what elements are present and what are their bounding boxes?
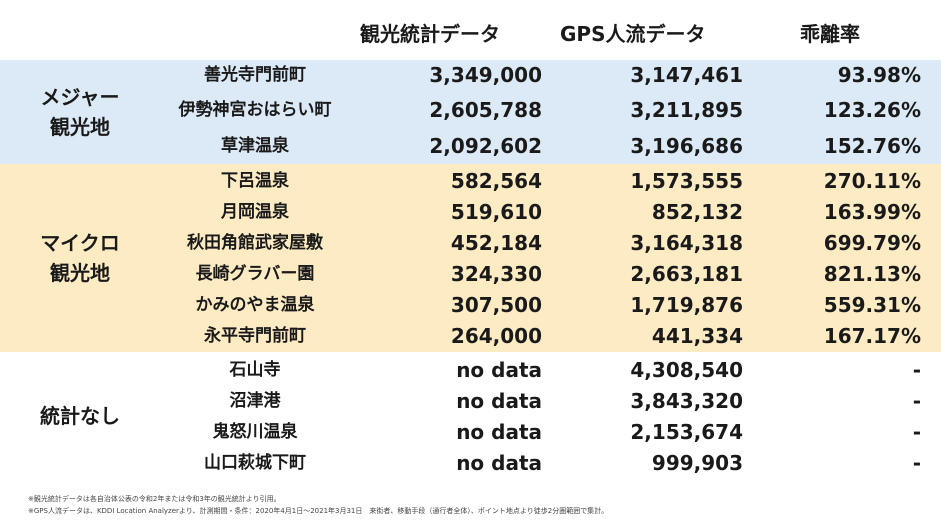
group-label-line: 統計なし	[40, 404, 120, 428]
micro-group-band	[0, 164, 941, 352]
cell-gps: 852,132	[651, 200, 743, 224]
header-gps: GPS人流データ	[560, 22, 706, 46]
cell-gps: 1,719,876	[630, 293, 743, 317]
cell-rate: 123.26%	[823, 98, 921, 122]
cell-stat: no data	[456, 451, 542, 475]
group-label-major: メジャー 観光地	[0, 82, 160, 142]
cell-rate: -	[912, 389, 921, 413]
major-group-band	[0, 60, 941, 164]
cell-gps: 3,843,320	[630, 389, 743, 413]
cell-name: 永平寺門前町	[204, 326, 306, 346]
table-row: かみのやま温泉 307,500 1,719,876 559.31%	[0, 290, 941, 321]
cell-rate: -	[912, 451, 921, 475]
cell-name: 下呂温泉	[221, 171, 289, 191]
group-label-micro: マイクロ 観光地	[0, 228, 160, 288]
table-row: 月岡温泉 519,610 852,132 163.99%	[0, 197, 941, 228]
cell-rate: 559.31%	[823, 293, 921, 317]
cell-rate: 152.76%	[823, 134, 921, 158]
cell-name: かみのやま温泉	[195, 295, 315, 315]
cell-gps: 2,153,674	[630, 420, 743, 444]
cell-gps: 3,196,686	[630, 134, 743, 158]
header-stat: 観光統計データ	[360, 22, 500, 46]
table-row: 永平寺門前町 264,000 441,334 167.17%	[0, 321, 941, 352]
table-row: 石山寺 no data 4,308,540 -	[0, 355, 941, 386]
group-label-none: 統計なし	[0, 401, 160, 431]
table-row: 伊勢神宮おはらい町 2,605,788 3,211,895 123.26%	[0, 95, 941, 126]
cell-stat: no data	[456, 389, 542, 413]
header-rate: 乖離率	[800, 22, 860, 46]
cell-name: 沼津港	[229, 391, 281, 411]
table-row: 秋田角館武家屋敷 452,184 3,164,318 699.79%	[0, 228, 941, 259]
cell-name: 秋田角館武家屋敷	[187, 233, 323, 253]
cell-stat: 3,349,000	[429, 63, 542, 87]
cell-name: 鬼怒川温泉	[212, 422, 298, 442]
cell-gps: 3,164,318	[630, 231, 743, 255]
cell-rate: 167.17%	[823, 324, 921, 348]
cell-rate: -	[912, 358, 921, 382]
cell-rate: 163.99%	[823, 200, 921, 224]
table-row: 下呂温泉 582,564 1,573,555 270.11%	[0, 166, 941, 197]
cell-rate: -	[912, 420, 921, 444]
group-label-line: メジャー	[40, 85, 120, 109]
cell-gps: 1,573,555	[630, 169, 743, 193]
cell-name: 草津温泉	[221, 136, 289, 156]
cell-rate: 821.13%	[823, 262, 921, 286]
cell-gps: 4,308,540	[630, 358, 743, 382]
table-row: 山口萩城下町 no data 999,903 -	[0, 448, 941, 479]
cell-name: 石山寺	[229, 360, 281, 380]
cell-name: 山口萩城下町	[204, 453, 306, 473]
group-label-line: 観光地	[50, 261, 110, 285]
group-label-line: マイクロ	[40, 231, 120, 255]
cell-gps: 441,334	[651, 324, 743, 348]
cell-rate: 699.79%	[823, 231, 921, 255]
table-row: 鬼怒川温泉 no data 2,153,674 -	[0, 417, 941, 448]
cell-stat: 264,000	[450, 324, 542, 348]
cell-gps: 3,147,461	[630, 63, 743, 87]
table-row: 草津温泉 2,092,602 3,196,686 152.76%	[0, 131, 941, 162]
cell-stat: 324,330	[450, 262, 542, 286]
cell-name: 月岡温泉	[221, 202, 289, 222]
cell-stat: no data	[456, 358, 542, 382]
group-label-line: 観光地	[50, 115, 110, 139]
cell-stat: 452,184	[450, 231, 542, 255]
cell-stat: 2,092,602	[429, 134, 542, 158]
cell-name: 長崎グラバー園	[195, 264, 315, 284]
cell-stat: 2,605,788	[429, 98, 542, 122]
footnote-stat: ※観光統計データは各自治体公表の令和2年または令和3年の観光統計より引用。	[28, 495, 281, 503]
table-row: 長崎グラバー園 324,330 2,663,181 821.13%	[0, 259, 941, 290]
table-row: 沼津港 no data 3,843,320 -	[0, 386, 941, 417]
cell-stat: 519,610	[450, 200, 542, 224]
cell-rate: 93.98%	[837, 63, 921, 87]
cell-stat: no data	[456, 420, 542, 444]
cell-name: 伊勢神宮おはらい町	[178, 100, 332, 120]
cell-gps: 999,903	[651, 451, 743, 475]
cell-gps: 2,663,181	[630, 262, 743, 286]
cell-name: 善光寺門前町	[204, 65, 306, 85]
table-row: 善光寺門前町 3,349,000 3,147,461 93.98%	[0, 60, 941, 91]
cell-gps: 3,211,895	[630, 98, 743, 122]
footnote-gps: ※GPS人流データは、KDDI Location Analyzerより、計測期間…	[28, 507, 609, 515]
cell-stat: 582,564	[450, 169, 542, 193]
cell-rate: 270.11%	[823, 169, 921, 193]
cell-stat: 307,500	[450, 293, 542, 317]
